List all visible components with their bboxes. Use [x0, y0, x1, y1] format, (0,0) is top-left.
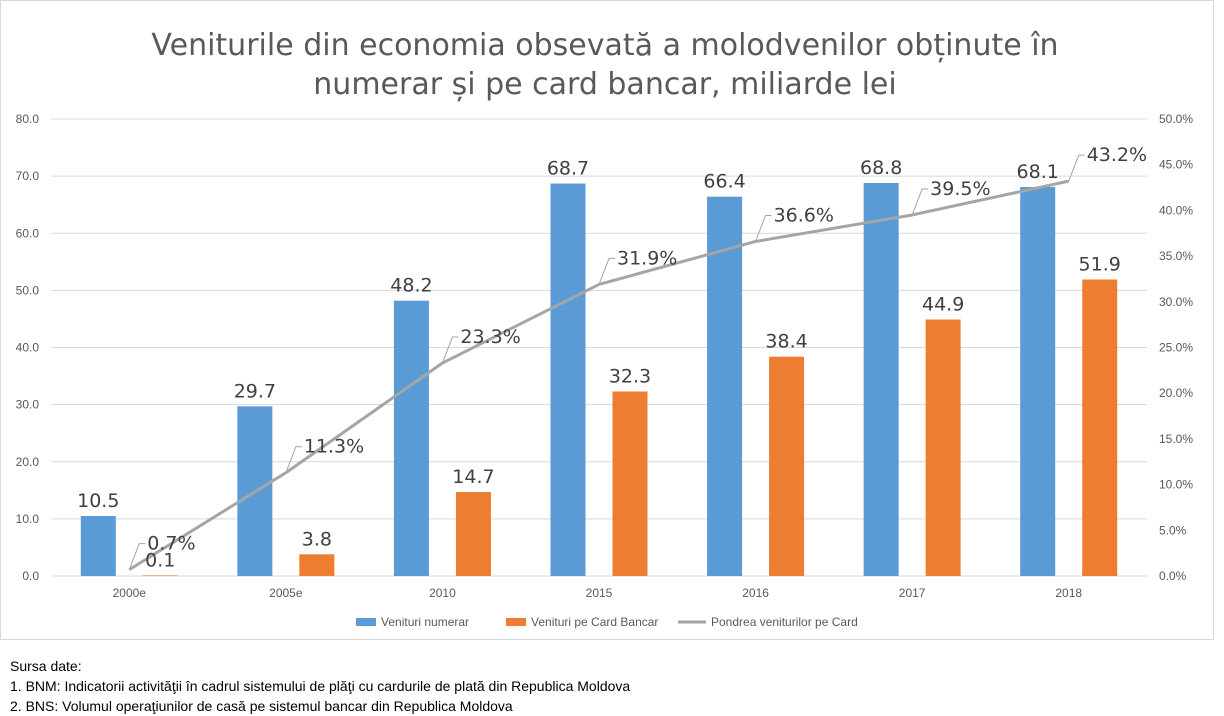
data-labels: 10.5 0.1 29.7 3.8 48.2 14.7 68.7 32.3 66.4 38.4 68… — [77, 144, 1147, 571]
source-line-1: 1. BNM: Indicatorii activităţii în cadru… — [10, 678, 631, 694]
left-tick-label: 30.0 — [16, 398, 40, 412]
right-tick-label: 25.0% — [1159, 341, 1193, 355]
leader-line — [1068, 154, 1085, 182]
bar-venituri-numerar — [550, 183, 586, 576]
leader-line — [755, 214, 772, 242]
line-label: 23.3% — [460, 326, 520, 348]
category-label: 2016 — [742, 586, 769, 600]
bar-venituri-numerar — [863, 182, 899, 577]
left-tick-label: 60.0 — [16, 226, 40, 240]
leader-line — [285, 446, 302, 473]
left-tick-label: 10.0 — [16, 512, 40, 526]
left-tick-label: 40.0 — [16, 341, 40, 355]
right-tick-label: 35.0% — [1159, 249, 1193, 263]
category-label: 2000e — [113, 586, 147, 600]
bar-venituri-card — [299, 554, 335, 576]
bar-label-card: 44.9 — [922, 294, 964, 316]
bar-label-numerar: 10.5 — [77, 490, 119, 512]
right-axis: 0.0% 5.0% 10.0% 15.0% 20.0% 25.0% 30.0% 35.0% 40… — [1159, 112, 1193, 583]
right-tick-label: 0.0% — [1159, 569, 1187, 583]
line-label: 36.6% — [774, 204, 834, 226]
bar-venituri-numerar — [707, 196, 743, 576]
bar-label-card: 14.7 — [452, 466, 494, 488]
legend: Venituri numerar Venituri pe Card Bancar P… — [356, 615, 858, 629]
bar-label-numerar: 29.7 — [234, 380, 276, 402]
category-label: 2017 — [899, 586, 926, 600]
line-label: 39.5% — [930, 178, 990, 200]
source-line-2: 2. BNS: Volumul operaţiunilor de casă pe… — [10, 698, 513, 714]
right-tick-label: 5.0% — [1159, 523, 1187, 537]
legend-label: Venituri pe Card Bancar — [531, 615, 658, 629]
leader-line — [911, 188, 929, 216]
bar-label-card: 51.9 — [1079, 254, 1121, 276]
source-notes: Sursa date: 1. BNM: Indicatorii activită… — [10, 656, 630, 716]
category-label: 2015 — [586, 586, 613, 600]
right-tick-label: 10.0% — [1159, 478, 1193, 492]
bar-label-numerar: 68.1 — [1017, 161, 1059, 183]
bar-venituri-numerar — [393, 300, 429, 576]
bar-label-card: 0.1 — [145, 549, 175, 571]
right-tick-label: 45.0% — [1159, 158, 1193, 172]
line-label: 31.9% — [617, 247, 677, 269]
category-axis: 2000e 2005e 2010 2015 2016 2017 2018 — [113, 586, 1083, 600]
category-label: 2010 — [429, 586, 456, 600]
bar-venituri-numerar — [80, 516, 116, 576]
left-tick-label: 0.0 — [22, 569, 39, 583]
leader-line — [128, 543, 146, 570]
right-tick-label: 15.0% — [1159, 432, 1193, 446]
leader-line — [598, 257, 615, 285]
category-label: 2005e — [269, 586, 303, 600]
left-tick-label: 70.0 — [16, 169, 40, 183]
bar-label-card: 38.4 — [765, 331, 807, 353]
bar-venituri-numerar — [1020, 186, 1056, 576]
bar-venituri-card — [769, 356, 805, 576]
left-axis: 0.0 10.0 20.0 30.0 40.0 50.0 60.0 70.0 80.0 — [16, 112, 40, 583]
leader-line — [441, 336, 459, 364]
grid — [51, 118, 1147, 577]
chart-title-line-1: Veniturile din economia obsevată a molod… — [151, 28, 1058, 63]
bar-venituri-card — [142, 575, 178, 576]
legend-label: Venituri numerar — [381, 615, 469, 629]
left-tick-label: 80.0 — [16, 112, 40, 126]
legend-swatch — [356, 618, 376, 626]
legend-label: Pondrea veniturilor pe Card — [711, 615, 858, 629]
chart: Veniturile din economia obsevată a molod… — [16, 28, 1194, 629]
line-label: 43.2% — [1087, 144, 1147, 166]
right-tick-label: 20.0% — [1159, 386, 1193, 400]
right-tick-label: 40.0% — [1159, 203, 1193, 217]
line-label: 11.3% — [304, 436, 364, 458]
left-tick-label: 50.0 — [16, 283, 40, 297]
bar-label-numerar: 66.4 — [703, 171, 745, 193]
bar-label-numerar: 68.8 — [860, 157, 902, 179]
share-line — [128, 154, 1085, 571]
left-tick-label: 20.0 — [16, 455, 40, 469]
bar-venituri-card — [1082, 279, 1118, 576]
bar-label-numerar: 68.7 — [547, 158, 589, 180]
right-tick-label: 50.0% — [1159, 112, 1193, 126]
chart-title-line-2: numerar și pe card bancar, miliarde lei — [313, 67, 896, 102]
bar-label-card: 32.3 — [609, 365, 651, 387]
source-heading: Sursa date: — [10, 658, 82, 674]
bar-label-numerar: 48.2 — [390, 275, 432, 297]
bar-venituri-card — [925, 319, 961, 576]
bar-venituri-card — [455, 492, 491, 576]
legend-swatch — [506, 618, 526, 626]
bar-venituri-card — [612, 391, 648, 576]
right-tick-label: 30.0% — [1159, 295, 1193, 309]
category-label: 2018 — [1055, 586, 1082, 600]
chart-frame: Veniturile din economia obsevată a molod… — [0, 0, 1214, 640]
line-label: 0.7% — [147, 533, 195, 555]
bar-label-card: 3.8 — [302, 528, 332, 550]
